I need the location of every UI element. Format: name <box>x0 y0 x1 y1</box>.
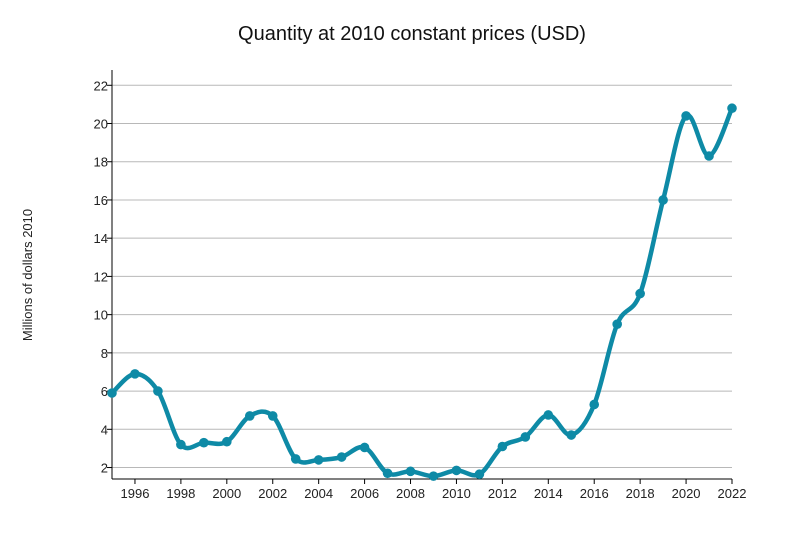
axes <box>111 70 732 480</box>
x-tick-label: 2014 <box>534 486 563 501</box>
y-tick-label: 20 <box>94 117 108 132</box>
y-tick-label: 16 <box>94 193 108 208</box>
y-tick-label: 2 <box>101 461 108 476</box>
y-tick-label: 14 <box>94 231 108 246</box>
data-point-1999 <box>199 437 209 448</box>
data-point-2007 <box>382 468 393 479</box>
data-point-2011 <box>474 469 485 480</box>
x-tick-label: 2008 <box>396 486 425 501</box>
data-point-2019 <box>658 195 668 205</box>
data-point-2000 <box>222 436 232 447</box>
data-point-2016 <box>589 399 600 410</box>
data-point-2006 <box>359 442 370 453</box>
y-tick-label: 4 <box>101 422 108 437</box>
x-tick-label: 1998 <box>166 486 195 501</box>
x-tick-label: 2022 <box>718 486 747 501</box>
data-point-2015 <box>566 430 577 440</box>
x-tick-label: 2000 <box>212 486 241 501</box>
x-tick-label: 2018 <box>626 486 655 501</box>
data-point-2010 <box>451 465 462 476</box>
x-tick-label: 2010 <box>442 486 471 501</box>
y-tick-label: 10 <box>94 308 108 323</box>
data-point-2017 <box>612 319 622 329</box>
data-point-1997 <box>153 386 163 396</box>
data-point-2008 <box>405 466 416 477</box>
data-point-2003 <box>290 454 301 464</box>
y-tick-label: 8 <box>101 346 108 361</box>
data-point-1995 <box>107 388 117 398</box>
y-tick-label: 18 <box>94 155 108 170</box>
data-point-2021 <box>704 151 714 161</box>
x-tick-labels: 1996 1998 2000 2002 2004 2006 2008 2010 2012 2014… <box>121 479 747 501</box>
data-point-2005 <box>336 452 347 462</box>
data-point-2014 <box>543 410 554 420</box>
data-point-2009 <box>428 471 439 481</box>
data-point-2020 <box>681 111 691 121</box>
x-tick-label: 2006 <box>350 486 379 501</box>
x-tick-label: 2016 <box>580 486 609 501</box>
data-point-2013 <box>520 432 531 442</box>
data-point-2022 <box>727 103 737 114</box>
y-axis-label: Millions of dollars 2010 <box>20 209 35 341</box>
series-layer <box>107 103 737 481</box>
data-point-1998 <box>176 439 186 450</box>
y-tick-label: 12 <box>94 269 108 284</box>
data-point-2004 <box>313 455 324 465</box>
y-tick-label: 22 <box>94 78 108 93</box>
x-tick-label: 2004 <box>304 486 333 501</box>
data-point-1996 <box>130 369 140 379</box>
y-tick-labels: 2 4 6 8 10 12 14 16 18 20 22 <box>94 78 112 476</box>
gridlines <box>112 84 732 469</box>
chart-title: Quantity at 2010 constant prices (USD) <box>238 23 586 45</box>
data-point-2002 <box>267 411 278 421</box>
data-point-2018 <box>635 288 645 299</box>
y-tick-label: 6 <box>101 384 108 399</box>
data-point-2012 <box>497 441 508 452</box>
x-tick-label: 1996 <box>121 486 150 501</box>
data-point-2001 <box>244 411 255 421</box>
x-tick-label: 2002 <box>258 486 287 501</box>
x-tick-label: 2020 <box>672 486 701 501</box>
x-tick-label: 2012 <box>488 486 517 501</box>
